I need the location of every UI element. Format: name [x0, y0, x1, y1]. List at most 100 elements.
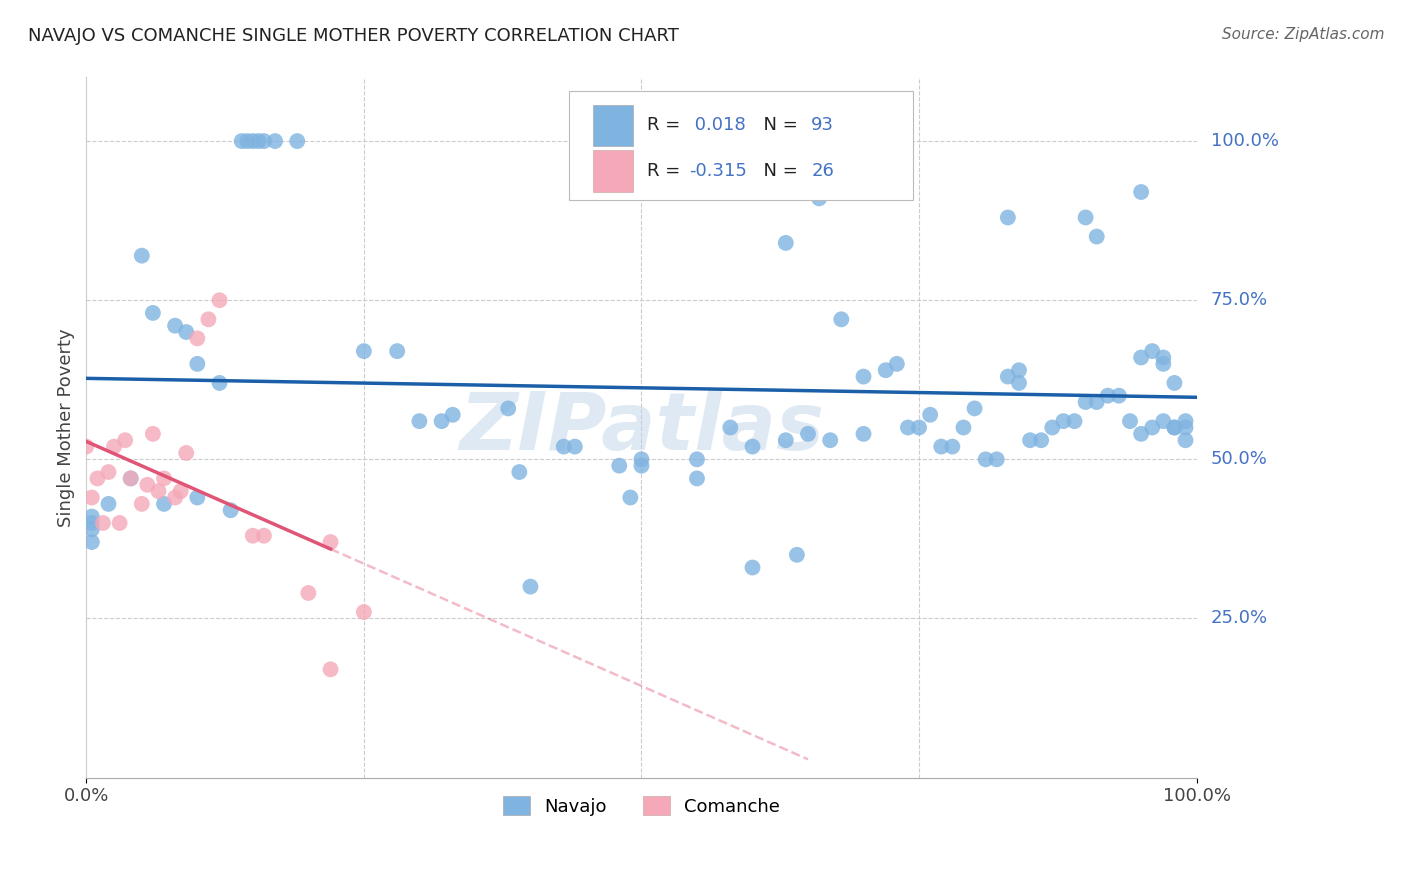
- Point: [1008, 363, 1031, 377]
- Point: [80, 516, 103, 530]
- Point: [186, 357, 208, 371]
- Point: [1097, 389, 1119, 403]
- Point: [886, 357, 908, 371]
- Point: [519, 580, 541, 594]
- Point: [786, 548, 808, 562]
- Text: 0.018: 0.018: [689, 116, 747, 135]
- Point: [852, 369, 875, 384]
- Point: [441, 408, 464, 422]
- Point: [1074, 211, 1097, 225]
- FancyBboxPatch shape: [592, 104, 633, 146]
- Point: [818, 434, 841, 448]
- Text: R =: R =: [647, 162, 686, 180]
- Point: [91, 516, 114, 530]
- Text: 93: 93: [811, 116, 834, 135]
- Point: [875, 363, 897, 377]
- Text: -0.315: -0.315: [689, 162, 747, 180]
- Point: [1085, 395, 1108, 409]
- Point: [242, 134, 264, 148]
- Point: [1008, 376, 1031, 390]
- Point: [247, 134, 270, 148]
- Legend: Navajo, Comanche: Navajo, Comanche: [494, 787, 789, 824]
- Point: [1108, 389, 1130, 403]
- Point: [920, 408, 942, 422]
- Text: 25.0%: 25.0%: [1211, 609, 1268, 627]
- Point: [186, 331, 208, 345]
- Point: [103, 440, 125, 454]
- Point: [353, 344, 375, 359]
- Point: [75, 440, 97, 454]
- Point: [986, 452, 1008, 467]
- Point: [741, 560, 763, 574]
- Point: [741, 440, 763, 454]
- Point: [165, 491, 187, 505]
- Point: [929, 440, 952, 454]
- Point: [1052, 414, 1074, 428]
- Point: [686, 471, 709, 485]
- Point: [1174, 414, 1197, 428]
- Point: [120, 471, 142, 485]
- Point: [242, 529, 264, 543]
- Point: [496, 401, 519, 416]
- Point: [1019, 434, 1042, 448]
- Point: [1142, 420, 1164, 434]
- Point: [80, 509, 103, 524]
- Point: [974, 452, 997, 467]
- Text: 75.0%: 75.0%: [1211, 291, 1268, 310]
- Point: [97, 465, 120, 479]
- Point: [1031, 434, 1053, 448]
- Point: [297, 586, 319, 600]
- Point: [941, 440, 963, 454]
- Point: [1074, 395, 1097, 409]
- Point: [80, 491, 103, 505]
- Point: [264, 134, 287, 148]
- Point: [408, 414, 430, 428]
- Point: [775, 434, 797, 448]
- Point: [630, 458, 652, 473]
- Text: N =: N =: [752, 162, 804, 180]
- Point: [908, 420, 931, 434]
- Point: [148, 484, 170, 499]
- Point: [797, 426, 820, 441]
- Point: [430, 414, 453, 428]
- Point: [153, 471, 176, 485]
- Point: [1174, 420, 1197, 434]
- Text: Source: ZipAtlas.com: Source: ZipAtlas.com: [1222, 27, 1385, 42]
- Point: [808, 191, 831, 205]
- Point: [253, 134, 276, 148]
- Point: [236, 134, 259, 148]
- Point: [553, 440, 575, 454]
- Point: [1040, 420, 1063, 434]
- Point: [1063, 414, 1085, 428]
- Point: [131, 249, 153, 263]
- Point: [174, 325, 197, 339]
- Text: N =: N =: [752, 116, 804, 135]
- Point: [120, 471, 142, 485]
- Point: [1163, 376, 1185, 390]
- Point: [607, 458, 630, 473]
- Point: [197, 312, 219, 326]
- Point: [142, 426, 165, 441]
- Point: [1152, 351, 1174, 365]
- Point: [952, 420, 974, 434]
- Point: [108, 516, 131, 530]
- Point: [508, 465, 530, 479]
- Point: [997, 369, 1019, 384]
- Point: [165, 318, 187, 333]
- Point: [1142, 344, 1164, 359]
- Point: [630, 452, 652, 467]
- Point: [253, 529, 276, 543]
- Y-axis label: Single Mother Poverty: Single Mother Poverty: [58, 328, 75, 527]
- Point: [1152, 414, 1174, 428]
- Point: [86, 471, 108, 485]
- Text: ZIPatlas: ZIPatlas: [458, 389, 824, 467]
- Point: [231, 134, 253, 148]
- Point: [174, 446, 197, 460]
- Point: [1119, 414, 1142, 428]
- Point: [219, 503, 242, 517]
- Point: [863, 166, 886, 180]
- Point: [80, 522, 103, 536]
- Text: 100.0%: 100.0%: [1211, 132, 1278, 150]
- Point: [136, 477, 159, 491]
- Point: [852, 426, 875, 441]
